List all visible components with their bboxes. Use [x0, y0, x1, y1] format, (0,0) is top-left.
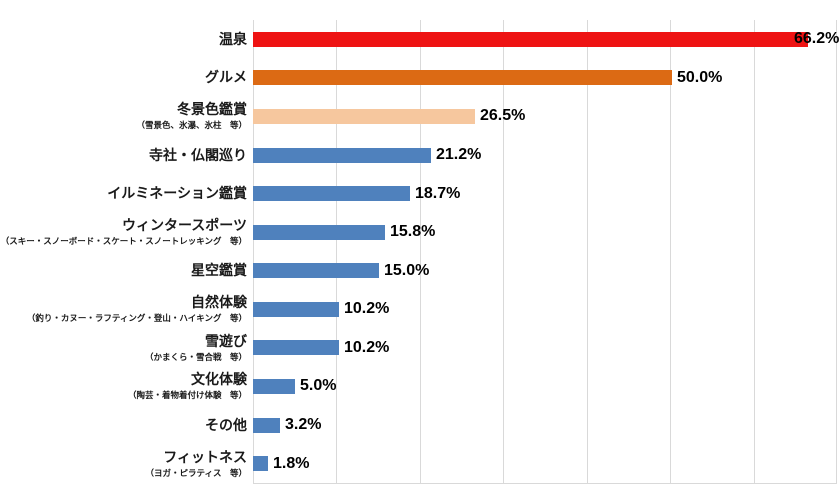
bar — [253, 31, 809, 47]
category-label-main: 星空鑑賞 — [191, 262, 247, 279]
bar-track: 3.2% — [253, 406, 840, 445]
bar-track: 15.0% — [253, 251, 840, 290]
category-label: 雪遊び （かまくら・雪合戦 等） — [0, 329, 253, 368]
category-label: グルメ — [0, 59, 253, 98]
gridline — [836, 20, 837, 483]
bar — [253, 147, 431, 163]
bar — [253, 70, 673, 86]
bar — [253, 456, 269, 472]
category-label-main: その他 — [205, 416, 247, 433]
bar-track: 15.8% — [253, 213, 840, 252]
gridline — [503, 20, 505, 483]
value-label: 3.2% — [285, 416, 322, 434]
bar-track: 66.2% — [253, 20, 840, 59]
value-label: 10.2% — [344, 300, 390, 318]
value-label: 5.0% — [300, 377, 337, 395]
value-label: 10.2% — [344, 338, 390, 356]
value-label: 26.5% — [480, 107, 526, 125]
value-label: 15.8% — [390, 223, 436, 241]
category-label-main: ウィンタースポーツ — [121, 217, 247, 234]
bar-track: 1.8% — [253, 444, 840, 483]
bar — [253, 378, 295, 394]
category-label-main: 文化体験 — [191, 371, 247, 388]
chart-row: グルメ 50.0% — [0, 59, 840, 98]
bar — [253, 417, 280, 433]
category-label-main: 冬景色鑑賞 — [177, 101, 247, 118]
bar-track: 5.0% — [253, 367, 840, 406]
category-label: 自然体験 （釣り・カヌー・ラフティング・登山・ハイキング 等） — [0, 290, 253, 329]
chart-row: フィットネス （ヨガ・ピラティス 等） 1.8% — [0, 444, 840, 483]
category-label: 冬景色鑑賞 （雪景色、氷瀑、氷柱 等） — [0, 97, 253, 136]
plot-area — [253, 20, 837, 483]
category-label-sub: （かまくら・雪合戦 等） — [144, 351, 247, 362]
value-label: 21.2% — [436, 146, 482, 164]
bar — [253, 186, 410, 202]
bar — [253, 224, 386, 240]
category-label: 温泉 — [0, 20, 253, 59]
category-label: フィットネス （ヨガ・ピラティス 等） — [0, 444, 253, 483]
category-label-main: 温泉 — [219, 30, 247, 47]
category-label-main: グルメ — [205, 69, 247, 86]
gridline — [336, 20, 338, 483]
chart-rows: 温泉 66.2% グルメ 50.0% 冬景色鑑賞 （雪景色、氷瀑、氷柱 等） 26.5% 寺社… — [0, 20, 840, 483]
x-axis-line — [253, 483, 837, 484]
category-label-main: 雪遊び — [205, 332, 247, 349]
chart-row: イルミネーション鑑賞 18.7% — [0, 174, 840, 213]
bar — [253, 301, 339, 317]
chart-row: 雪遊び （かまくら・雪合戦 等） 10.2% — [0, 329, 840, 368]
chart-row: 温泉 66.2% — [0, 20, 840, 59]
chart-row: 自然体験 （釣り・カヌー・ラフティング・登山・ハイキング 等） 10.2% — [0, 290, 840, 329]
gridline — [586, 20, 588, 483]
category-label-main: 自然体験 — [191, 294, 247, 311]
category-label-sub: （釣り・カヌー・ラフティング・登山・ハイキング 等） — [26, 313, 247, 324]
value-label: 15.0% — [384, 261, 430, 279]
value-label: 50.0% — [677, 68, 723, 86]
bar-track: 10.2% — [253, 329, 840, 368]
category-label-sub: （スキー・スノーボード・スケート・スノートレッキング 等） — [0, 236, 247, 247]
category-label-sub: （ヨガ・ピラティス 等） — [145, 467, 248, 478]
chart-row: 寺社・仏閣巡り 21.2% — [0, 136, 840, 175]
bar-track: 21.2% — [253, 136, 840, 175]
bar — [253, 108, 476, 124]
category-label: 星空鑑賞 — [0, 251, 253, 290]
gridline — [419, 20, 421, 483]
category-label-main: 寺社・仏閣巡り — [149, 146, 247, 163]
bar-track: 50.0% — [253, 59, 840, 98]
value-label: 1.8% — [273, 454, 310, 472]
category-label-sub: （陶芸・着物着付け体験 等） — [127, 390, 247, 401]
bar — [253, 263, 379, 279]
category-label: 文化体験 （陶芸・着物着付け体験 等） — [0, 367, 253, 406]
value-label: 66.2% — [794, 30, 840, 48]
category-label: その他 — [0, 406, 253, 445]
gridline — [670, 20, 672, 483]
bar-track: 18.7% — [253, 174, 840, 213]
chart-row: 星空鑑賞 15.0% — [0, 251, 840, 290]
bar — [253, 340, 339, 356]
category-label: 寺社・仏閣巡り — [0, 136, 253, 175]
chart-row: ウィンタースポーツ （スキー・スノーボード・スケート・スノートレッキング 等） 15… — [0, 213, 840, 252]
bar-track: 26.5% — [253, 97, 840, 136]
gridline — [253, 20, 254, 483]
category-label: イルミネーション鑑賞 — [0, 174, 253, 213]
gridline — [753, 20, 755, 483]
bar-track: 10.2% — [253, 290, 840, 329]
category-label-main: フィットネス — [163, 448, 247, 465]
value-label: 18.7% — [415, 184, 461, 202]
category-label-main: イルミネーション鑑賞 — [107, 185, 247, 202]
chart-row: 文化体験 （陶芸・着物着付け体験 等） 5.0% — [0, 367, 840, 406]
chart-row: 冬景色鑑賞 （雪景色、氷瀑、氷柱 等） 26.5% — [0, 97, 840, 136]
category-label: ウィンタースポーツ （スキー・スノーボード・スケート・スノートレッキング 等） — [0, 213, 253, 252]
chart-row: その他 3.2% — [0, 406, 840, 445]
category-label-sub: （雪景色、氷瀑、氷柱 等） — [136, 120, 247, 131]
